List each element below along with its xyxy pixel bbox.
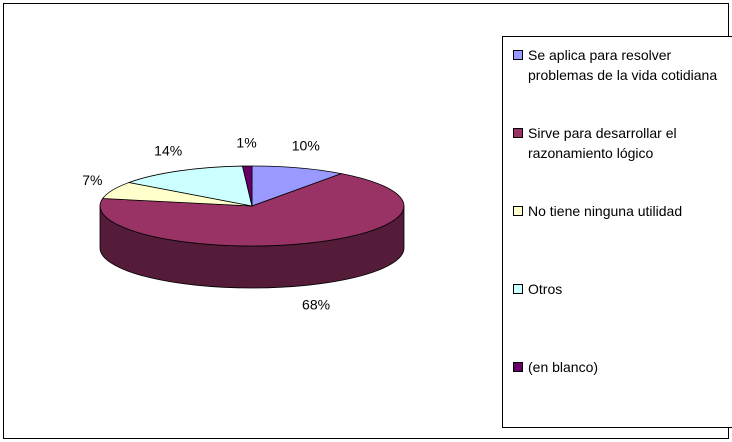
data-label: 14% — [154, 142, 182, 158]
pie-slice — [251, 165, 343, 207]
data-label: 68% — [302, 296, 330, 312]
chart-area: 10% 68% 7% 14% 1% Se aplica para resolver pr… — [3, 3, 732, 439]
legend-label: (en blanco) — [528, 359, 599, 375]
legend-label: Sirve para desarrollar el razonamiento l… — [528, 125, 677, 161]
legend-item: Otros — [513, 279, 728, 299]
legend-swatch — [513, 50, 523, 60]
legend-swatch — [513, 206, 523, 216]
pie-slice — [241, 165, 253, 207]
legend-swatch — [513, 362, 523, 372]
data-label: 1% — [236, 135, 256, 151]
legend-label: No tiene ninguna utilidad — [528, 203, 683, 219]
legend: Se aplica para resolver problemas de la … — [502, 36, 732, 428]
legend-swatch — [513, 128, 523, 138]
legend-item: No tiene ninguna utilidad — [513, 201, 728, 221]
pie-slice — [99, 173, 405, 247]
legend-item: Se aplica para resolver problemas de la … — [513, 45, 728, 85]
legend-swatch — [513, 284, 523, 294]
data-label: 10% — [292, 138, 320, 154]
legend-item: (en blanco) — [513, 357, 728, 377]
legend-item: Sirve para desarrollar el razonamiento l… — [513, 123, 728, 163]
pie-slice — [127, 165, 253, 207]
pie-chart: 10% 68% 7% 14% 1% — [82, 135, 405, 312]
data-label: 7% — [82, 172, 102, 188]
legend-label: Otros — [528, 281, 563, 297]
legend-label: Se aplica para resolver problemas de la … — [528, 47, 718, 83]
